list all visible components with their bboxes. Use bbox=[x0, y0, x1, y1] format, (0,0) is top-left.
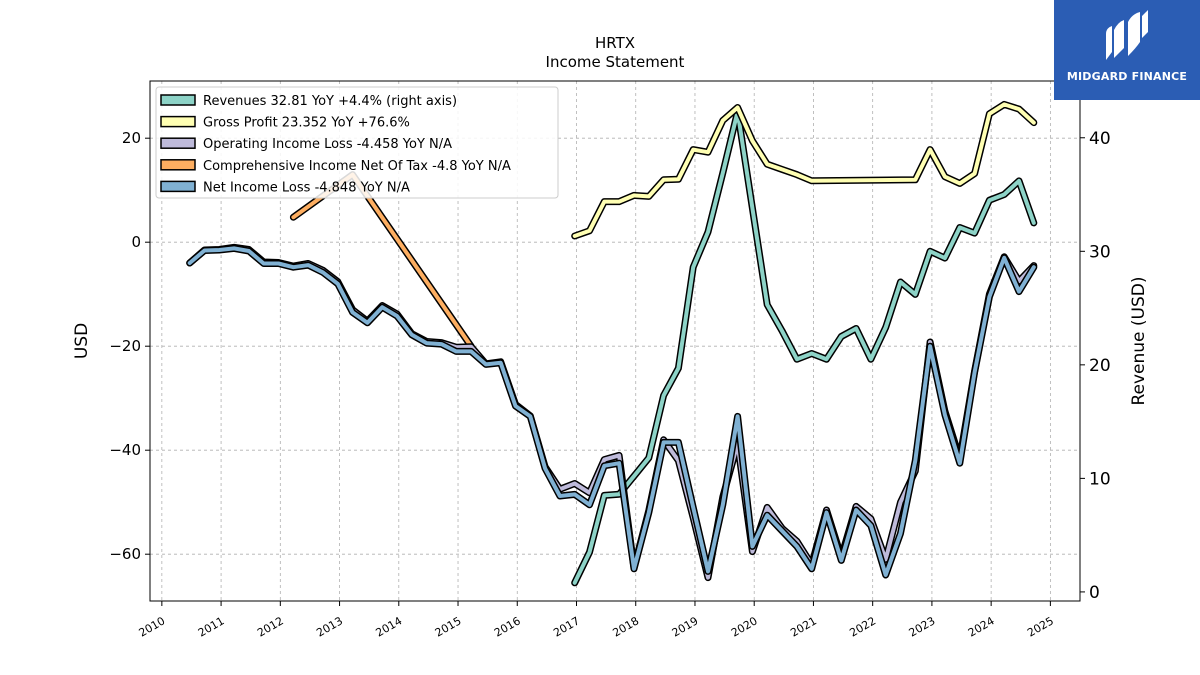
net-income-loss-legend-label: Net Income Loss -4.848 YoY N/A bbox=[203, 180, 410, 195]
comprehensive-income-net-of-tax-line bbox=[291, 172, 474, 349]
x-tick-label: 2013 bbox=[314, 614, 345, 639]
x-tick-label: 2021 bbox=[788, 614, 819, 639]
net-income-loss-legend-swatch bbox=[160, 180, 196, 193]
axes: 2010 2011 2012 2013 2014 2015 2016 2017 2018 2019… bbox=[109, 129, 1110, 640]
x-tick-label: 2024 bbox=[966, 614, 997, 639]
x-tick-label: 2025 bbox=[1025, 614, 1056, 639]
chart-title: HRTX bbox=[595, 34, 635, 52]
comprehensive-income-net-of-tax-legend-swatch bbox=[160, 159, 196, 171]
comprehensive-income-net-of-tax-legend-label: Comprehensive Income Net Of Tax -4.8 YoY… bbox=[203, 159, 511, 174]
x-tick-label: 2023 bbox=[907, 614, 938, 639]
y-tick-label: −60 bbox=[109, 545, 141, 563]
brand-name: MIDGARD FINANCE bbox=[1066, 70, 1188, 83]
net-income-loss-line bbox=[187, 246, 1036, 577]
y2-tick-label: 20 bbox=[1089, 356, 1111, 376]
y2-axis-label: Revenue (USD) bbox=[1129, 276, 1149, 405]
x-tick-label: 2010 bbox=[137, 614, 168, 639]
gross-profit-line bbox=[572, 102, 1036, 238]
x-tick-label: 2016 bbox=[492, 614, 523, 639]
x-tick-label: 2014 bbox=[374, 614, 405, 639]
operating-income-loss-legend-swatch bbox=[160, 137, 196, 149]
y2-tick-label: 0 bbox=[1089, 583, 1100, 603]
gross-profit-legend-label: Gross Profit 23.352 YoY +76.6% bbox=[203, 116, 410, 131]
x-tick-label: 2011 bbox=[196, 614, 227, 639]
revenues-line bbox=[572, 109, 1036, 585]
y-tick-label: −20 bbox=[109, 337, 141, 355]
net-income-loss-line-outline bbox=[186, 244, 1038, 579]
x-tick-label: 2012 bbox=[255, 614, 286, 639]
gross-profit-line-outline bbox=[571, 100, 1038, 240]
y-tick-label: 0 bbox=[131, 233, 141, 251]
chart-subtitle: Income Statement bbox=[546, 53, 685, 71]
legend: Revenues 32.81 YoY +4.4% (right axis) Gro… bbox=[155, 86, 559, 199]
midgard-logo-icon bbox=[1106, 10, 1148, 60]
y-tick-label: −40 bbox=[109, 441, 141, 459]
x-tick-label: 2019 bbox=[670, 614, 701, 639]
legend-frame bbox=[155, 86, 559, 199]
operating-income-loss-line bbox=[187, 245, 1036, 580]
series-layer bbox=[186, 100, 1038, 587]
x-tick-label: 2018 bbox=[610, 614, 641, 639]
y-axis-label: USD bbox=[72, 323, 92, 359]
y-tick-label: 20 bbox=[122, 129, 141, 147]
x-tick-label: 2020 bbox=[729, 614, 760, 639]
revenues-legend-swatch bbox=[160, 94, 196, 106]
gross-profit-legend-swatch bbox=[160, 115, 196, 128]
x-tick-label: 2017 bbox=[551, 614, 582, 639]
operating-income-loss-legend-label: Operating Income Loss -4.458 YoY N/A bbox=[203, 137, 452, 152]
x-tick-label: 2015 bbox=[433, 614, 464, 639]
brand-logo: MIDGARD FINANCE bbox=[1054, 0, 1200, 100]
y2-tick-label: 40 bbox=[1089, 129, 1111, 149]
x-tick-label: 2022 bbox=[847, 614, 878, 639]
operating-income-loss-line-outline bbox=[186, 243, 1038, 582]
plot-frame bbox=[149, 80, 1081, 602]
y2-tick-label: 10 bbox=[1089, 469, 1111, 489]
revenues-legend-label: Revenues 32.81 YoY +4.4% (right axis) bbox=[203, 94, 457, 109]
y2-tick-label: 30 bbox=[1089, 242, 1111, 262]
